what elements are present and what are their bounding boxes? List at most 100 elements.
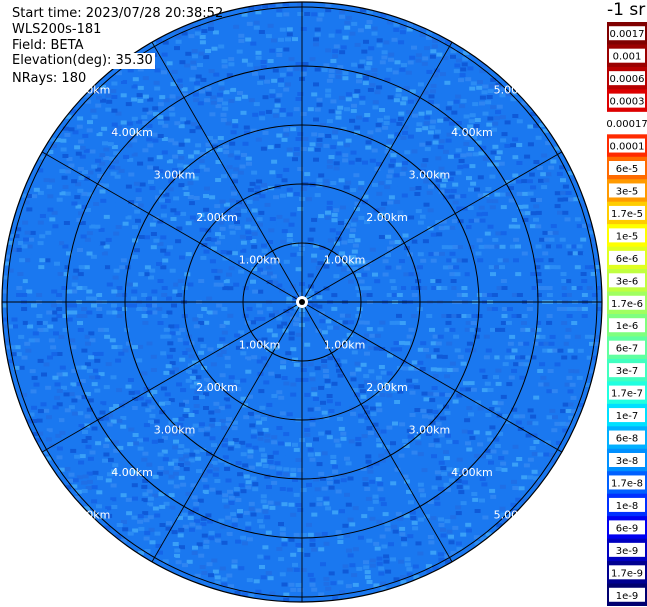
backscatter-cell (389, 47, 396, 52)
backscatter-cell (143, 272, 150, 277)
backscatter-cell (99, 241, 106, 246)
backscatter-cell (404, 120, 410, 125)
backscatter-cell (171, 338, 178, 343)
backscatter-cell (279, 527, 286, 532)
backscatter-cell (265, 34, 272, 39)
backscatter-cell (71, 398, 78, 403)
backscatter-cell (247, 188, 254, 193)
backscatter-cell (414, 97, 421, 102)
backscatter-cell (339, 50, 346, 55)
backscatter-cell (175, 491, 182, 496)
backscatter-cell (469, 164, 476, 169)
backscatter-cell (279, 108, 286, 112)
backscatter-cell (124, 178, 131, 183)
backscatter-cell (267, 240, 273, 244)
backscatter-cell (477, 442, 484, 447)
backscatter-cell (483, 244, 490, 249)
backscatter-cell (372, 100, 379, 105)
backscatter-cell (146, 110, 153, 115)
backscatter-cell (394, 132, 401, 137)
backscatter-cell (72, 478, 79, 483)
backscatter-cell (258, 30, 265, 34)
backscatter-cell (307, 572, 314, 577)
backscatter-cell (316, 97, 323, 102)
backscatter-cell (286, 112, 293, 117)
backscatter-cell (194, 86, 201, 91)
backscatter-cell (535, 327, 542, 332)
backscatter-cell (180, 211, 187, 216)
colorbar-label-box (609, 71, 645, 86)
backscatter-cell (264, 515, 271, 520)
backscatter-cell (283, 259, 290, 264)
backscatter-cell (561, 307, 568, 311)
backscatter-cell (80, 365, 87, 370)
backscatter-cell (406, 495, 413, 500)
backscatter-cell (243, 48, 250, 52)
backscatter-cell (240, 489, 247, 494)
backscatter-cell (292, 37, 298, 42)
backscatter-cell (570, 409, 577, 414)
backscatter-cell (491, 307, 498, 311)
colorbar-tick-label: 6e-6 (616, 254, 639, 265)
backscatter-cell (404, 449, 411, 454)
backscatter-cell (421, 391, 428, 396)
backscatter-cell (400, 101, 407, 106)
backscatter-cell (363, 39, 369, 44)
backscatter-cell (348, 439, 355, 444)
backscatter-cell (407, 434, 414, 439)
backscatter-cell (562, 389, 569, 394)
backscatter-cell (539, 362, 546, 367)
backscatter-cell (342, 153, 349, 158)
backscatter-cell (323, 581, 330, 586)
backscatter-cell (591, 293, 598, 297)
backscatter-cell (313, 437, 319, 442)
backscatter-cell (548, 453, 555, 457)
backscatter-cell (411, 239, 418, 244)
backscatter-cell (257, 222, 263, 227)
backscatter-cell (344, 533, 351, 538)
backscatter-cell (456, 547, 463, 552)
backscatter-cell (444, 410, 451, 415)
backscatter-cell (419, 33, 426, 37)
backscatter-cell (408, 366, 415, 371)
backscatter-cell (56, 314, 63, 318)
range-ring-label: 2.00km (196, 211, 238, 224)
backscatter-cell (309, 57, 316, 62)
backscatter-cell (207, 21, 214, 26)
backscatter-cell (160, 386, 167, 391)
colorbar-label-box (609, 408, 645, 423)
backscatter-cell (106, 500, 113, 505)
backscatter-cell (243, 125, 250, 130)
backscatter-cell (564, 164, 571, 169)
backscatter-cell (217, 282, 224, 287)
backscatter-cell (364, 66, 371, 71)
backscatter-cell (247, 454, 254, 459)
backscatter-cell (223, 202, 230, 207)
backscatter-cell (515, 272, 522, 277)
backscatter-cell (180, 388, 187, 393)
backscatter-cell (177, 533, 184, 538)
backscatter-cell (542, 230, 549, 235)
backscatter-cell (156, 141, 163, 146)
backscatter-cell (231, 559, 238, 564)
backscatter-cell (314, 67, 321, 72)
backscatter-cell (594, 341, 600, 346)
backscatter-cell (584, 334, 591, 339)
backscatter-cell (131, 296, 137, 301)
backscatter-cell (21, 244, 28, 249)
backscatter-cell (139, 351, 146, 356)
backscatter-cell (448, 472, 455, 477)
backscatter-cell (376, 85, 383, 90)
backscatter-cell (355, 313, 362, 318)
backscatter-cell (131, 406, 138, 410)
backscatter-cell (516, 293, 523, 297)
backscatter-cell (580, 272, 587, 276)
backscatter-cell (330, 460, 337, 464)
backscatter-cell (562, 428, 569, 433)
backscatter-cell (183, 399, 190, 404)
backscatter-cell (245, 356, 252, 361)
backscatter-cell (131, 469, 138, 474)
backscatter-cell (286, 312, 293, 317)
backscatter-cell (185, 252, 192, 257)
backscatter-cell (80, 395, 87, 400)
